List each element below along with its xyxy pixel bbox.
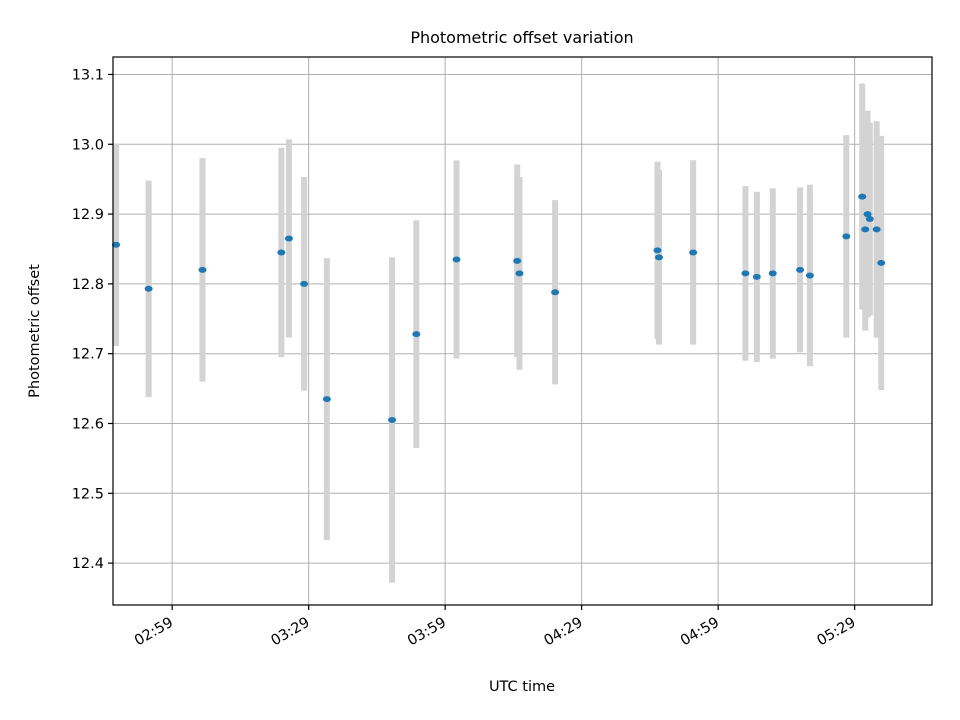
data-point <box>198 266 207 273</box>
grid <box>113 57 932 605</box>
data-point <box>284 235 293 242</box>
x-axis-label: UTC time <box>489 679 555 695</box>
data-point <box>805 272 814 279</box>
plot-frame <box>112 56 933 606</box>
y-tick-label: 13.1 <box>72 67 104 83</box>
data-point <box>300 280 309 287</box>
data-point <box>513 257 522 264</box>
data-point <box>655 254 663 261</box>
data-point <box>412 331 421 338</box>
data-point <box>861 226 870 233</box>
data-point <box>551 289 560 296</box>
data-point <box>322 396 331 403</box>
data-point <box>865 215 874 222</box>
y-tick-label: 12.6 <box>72 416 104 432</box>
y-axis-ticks: 12.4 12.5 12.6 12.7 12.8 12.9 13.0 13.1 <box>72 67 113 572</box>
data-point <box>277 249 286 256</box>
data-point <box>842 233 851 240</box>
chart-title: Photometric offset variation <box>410 28 633 47</box>
data-point <box>741 270 750 277</box>
y-tick-label: 12.7 <box>72 347 104 363</box>
y-axis-label: Photometric offset <box>27 264 43 398</box>
data-point <box>515 270 524 277</box>
data-point <box>689 249 698 256</box>
data-point <box>752 273 761 280</box>
y-tick-label: 12.5 <box>72 486 104 502</box>
data-point <box>877 259 886 266</box>
y-tick-label: 12.9 <box>72 207 104 223</box>
y-tick-label: 13.0 <box>72 137 104 153</box>
data-point <box>653 247 662 254</box>
data-point <box>144 285 153 292</box>
data-point <box>858 193 867 200</box>
data-point <box>388 417 397 424</box>
data-point <box>768 270 777 277</box>
data-point <box>796 266 805 273</box>
data-point <box>863 211 872 218</box>
data-point <box>452 256 461 263</box>
data-points <box>112 193 886 424</box>
y-tick-label: 12.4 <box>72 556 104 572</box>
y-tick-label: 12.8 <box>72 277 104 293</box>
data-point <box>872 226 881 233</box>
data-point <box>112 241 121 248</box>
